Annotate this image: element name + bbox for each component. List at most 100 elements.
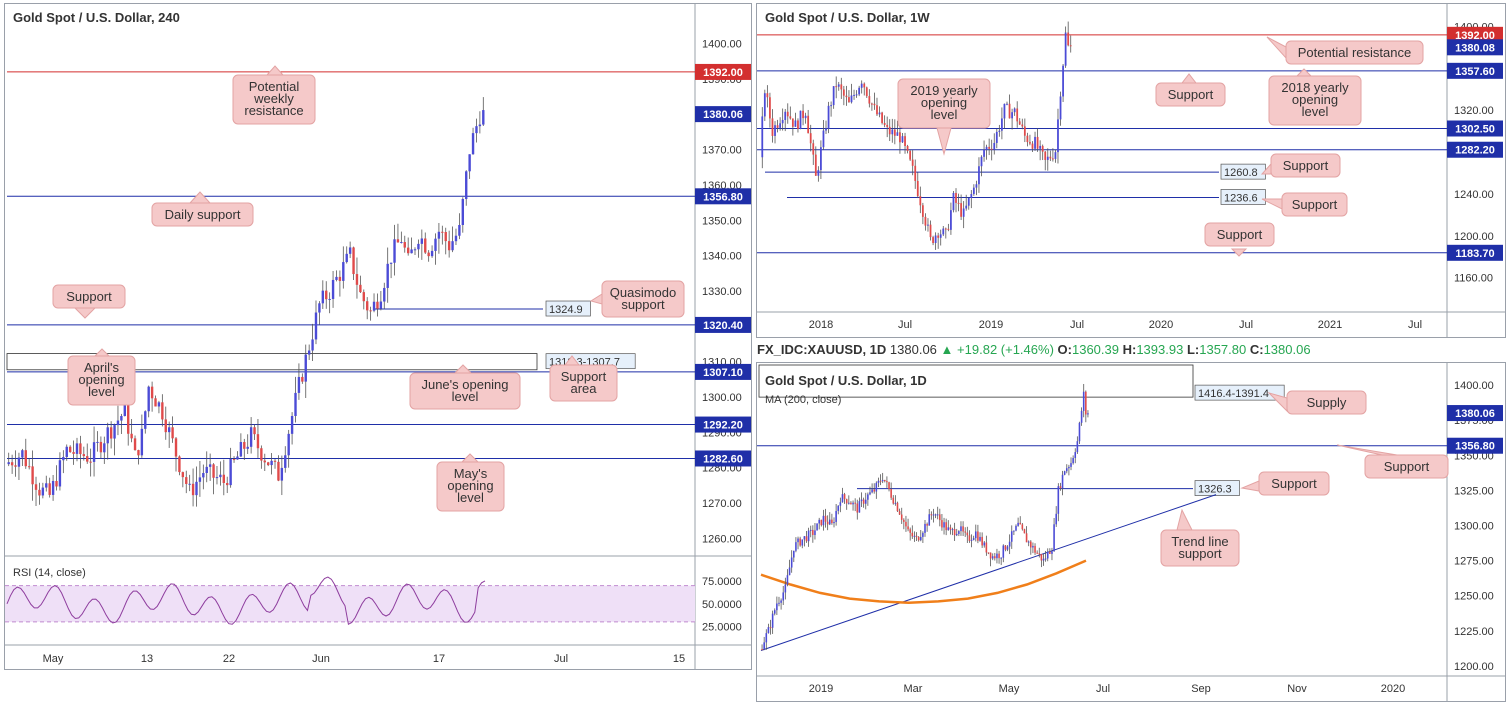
ann-2019-opening-text: opening <box>921 95 967 110</box>
candle-body <box>896 132 899 136</box>
candle-body <box>803 536 806 540</box>
candle-body <box>919 536 922 541</box>
rsi-title: RSI (14, close) <box>13 567 86 579</box>
candle-body <box>92 442 96 462</box>
ann-support-4-pointer <box>1230 248 1248 257</box>
candle-body <box>212 464 215 478</box>
candle-body <box>975 184 978 188</box>
candle-body <box>985 146 988 150</box>
candle-body <box>862 499 865 504</box>
candle-body <box>1068 466 1070 469</box>
candle-body <box>307 350 311 355</box>
candle-body <box>1039 145 1042 149</box>
candle-body <box>226 482 229 486</box>
x-tick-label: Jul <box>1408 319 1422 331</box>
candle-body <box>998 130 1001 132</box>
candle-body <box>311 339 314 351</box>
ann-support-3-pointer <box>1261 198 1283 210</box>
candle-body <box>219 474 222 478</box>
candle-body <box>31 466 34 485</box>
trend-line <box>760 494 1217 651</box>
ann-support-pointer <box>73 307 97 319</box>
price-label: 1380.06 <box>703 109 743 121</box>
candle-body <box>983 542 986 546</box>
candle-body <box>966 532 969 536</box>
price-label: 1282.20 <box>1455 145 1495 157</box>
x-tick-label: 2020 <box>1381 683 1405 695</box>
candle-body <box>290 416 294 434</box>
candle-body <box>10 462 14 466</box>
candle-body <box>342 262 345 281</box>
candle-body <box>266 462 270 466</box>
candle-body <box>972 187 975 195</box>
candle-body <box>51 480 55 495</box>
last-price: 1380.06 <box>889 342 937 357</box>
support-1236-label-bg <box>1220 189 1266 205</box>
y-tick-label: 1400.00 <box>1454 380 1494 392</box>
candle-body <box>981 536 983 546</box>
candle-body <box>157 402 161 407</box>
candle-body <box>181 472 185 478</box>
candle-body <box>791 118 794 127</box>
chart-title: Gold Spot / U.S. Dollar, 1D <box>765 373 927 388</box>
candle-body <box>116 420 120 426</box>
chart-panel-daily[interactable]: 1400.00 1375.00 1350.00 1325.00 1300.00 1275.… <box>756 362 1506 702</box>
ann-trendline-box <box>1160 529 1240 567</box>
candle-body <box>1023 529 1026 534</box>
candle-body <box>809 529 812 531</box>
chart-panel-240[interactable]: 1400.001390.001380.001370.001360.001350.… <box>4 3 752 670</box>
candle-body <box>932 237 934 244</box>
y-tick-label: 1320.00 <box>1454 105 1494 117</box>
candle-body <box>964 531 967 533</box>
candle-body <box>1057 486 1060 514</box>
candle-body <box>805 536 808 542</box>
candle-body <box>945 522 947 531</box>
y-tick-label: 1325.00 <box>1454 485 1494 497</box>
support-area-zone <box>6 353 538 371</box>
x-tick-label: 2019 <box>979 319 1003 331</box>
candle-body <box>1034 136 1036 149</box>
candle-body <box>458 224 461 236</box>
x-tick-label: Nov <box>1287 683 1307 695</box>
candle-body <box>366 301 369 311</box>
candle-body <box>17 457 21 467</box>
chart-panel-weekly[interactable]: 1400.001360.001320.001280.001240.001200.… <box>756 3 1506 338</box>
candle-body <box>328 298 331 300</box>
candle-body <box>926 523 928 526</box>
candle-body <box>82 454 86 457</box>
x-tick-label: 2018 <box>809 319 833 331</box>
candle-body <box>1041 145 1044 152</box>
ann-weekly-resistance-text: Potential <box>249 79 300 94</box>
chart-weekly[interactable]: 1400.001360.001320.001280.001240.001200.… <box>757 4 1505 337</box>
candle-body <box>1013 108 1016 113</box>
supply-label-bg <box>1194 384 1285 401</box>
candle-body <box>208 464 212 467</box>
ann-trendline-text: support <box>1178 546 1222 561</box>
candle-body <box>853 94 855 96</box>
candle-body <box>816 523 818 531</box>
candle-body <box>96 441 99 443</box>
chart-daily[interactable]: 1400.001375.001350.001325.001300.001275.… <box>757 363 1505 701</box>
candle-body <box>1002 545 1005 558</box>
candle-body <box>58 460 62 487</box>
candle-body <box>1069 45 1072 47</box>
candle-body <box>1027 541 1030 543</box>
candle-body <box>109 427 113 439</box>
ann-support-2-text: Support <box>1283 158 1329 173</box>
ann-weekly-resistance-text: weekly <box>253 91 294 106</box>
candle-body <box>797 120 799 130</box>
chart-240[interactable]: 1400.001390.001380.001370.001360.001350.… <box>5 4 751 669</box>
candle-body <box>968 535 971 541</box>
candle-body <box>809 133 812 144</box>
candle-body <box>348 247 352 254</box>
candle-body <box>1065 468 1068 472</box>
ann-aprils-text: level <box>88 384 115 399</box>
ann-aprils-text: opening <box>78 372 124 387</box>
candle-body <box>123 402 126 417</box>
candle-body <box>911 159 914 166</box>
candle-body <box>420 238 424 244</box>
candle-body <box>996 553 998 559</box>
candle-body <box>103 443 106 453</box>
candle-body <box>133 438 137 451</box>
ann-2019-opening-text: level <box>931 107 958 122</box>
